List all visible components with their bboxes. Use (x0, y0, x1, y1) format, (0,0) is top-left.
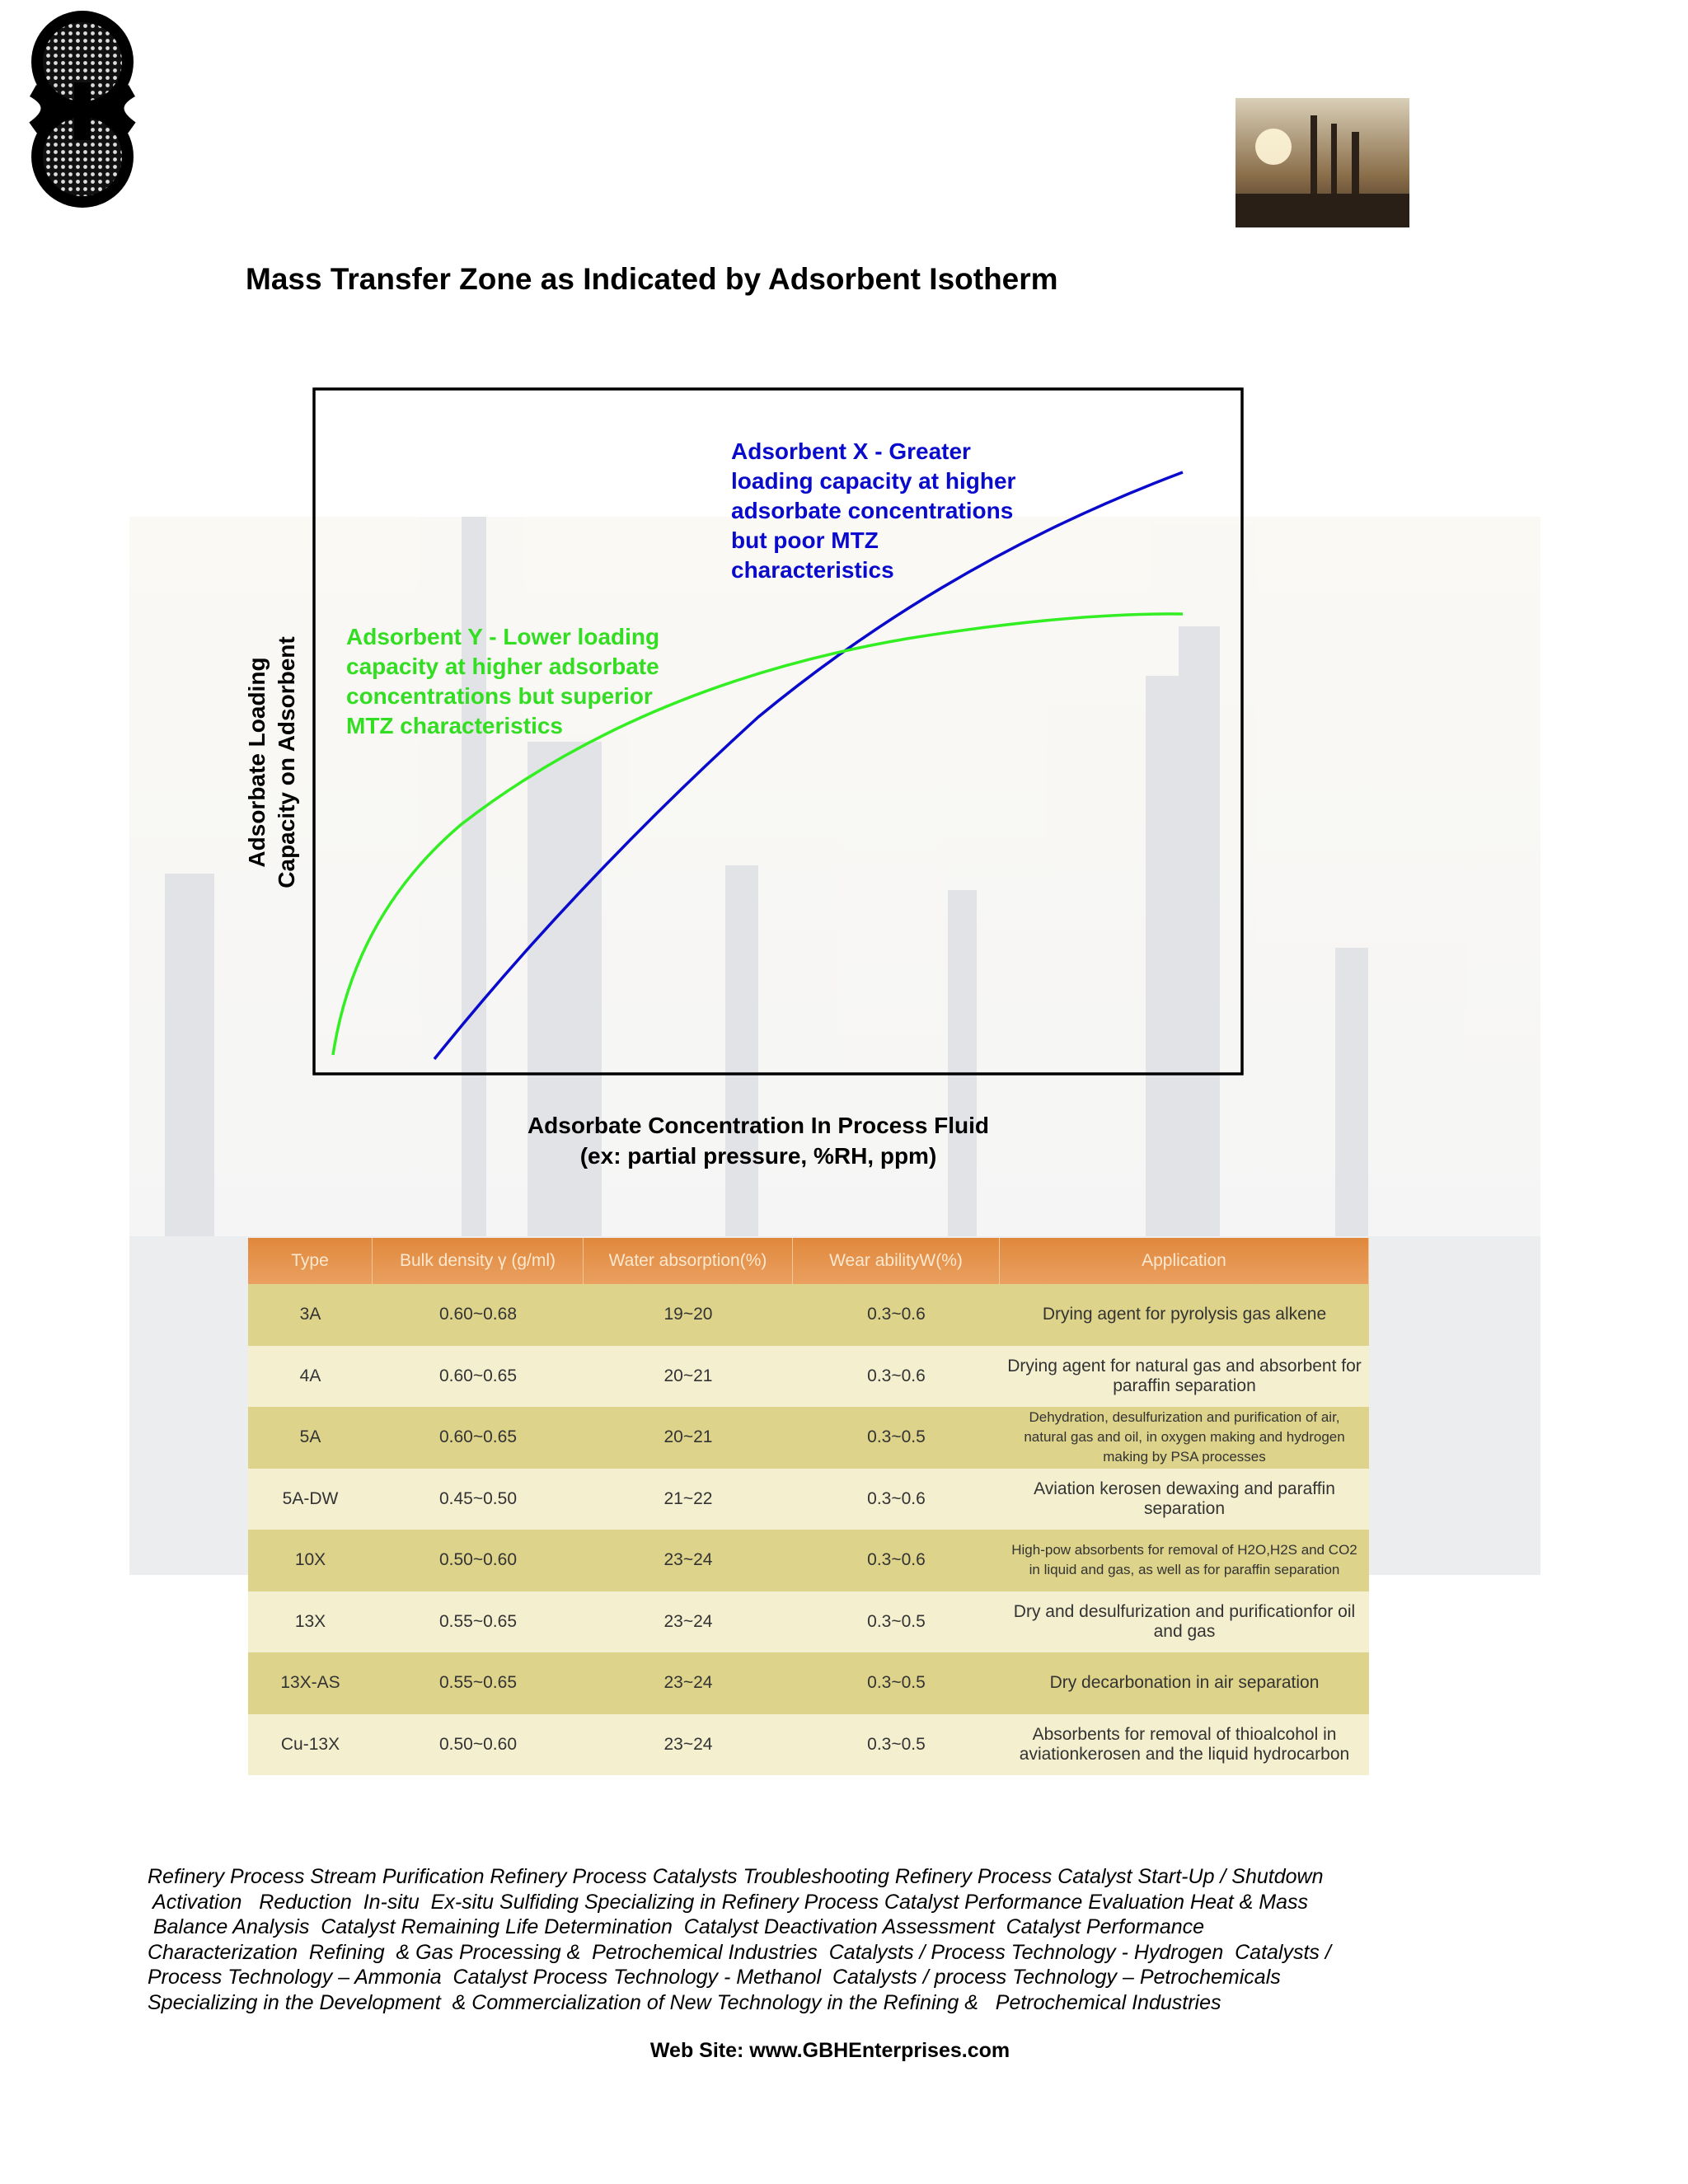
logo (29, 11, 136, 208)
table-row: 5A 0.60~0.65 20~21 0.3~0.5 Dehydration, desu… (248, 1407, 1369, 1469)
table-cell: 13X (294, 1611, 326, 1631)
header-cell: Application (1000, 1238, 1369, 1284)
table-row: 13X 0.55~0.65 23~24 0.3~0.5 Dry and desulfur… (248, 1591, 1369, 1652)
table-row: 13X-AS 0.55~0.65 23~24 0.3~0.5 Dry decarbona… (248, 1652, 1369, 1714)
table-cell: Absorbents for removal of thioalcohol in… (1019, 1724, 1350, 1764)
table-cell: Drying agent for pyrolysis gas alkene (1042, 1305, 1327, 1324)
table-cell: Dry decarbonation in air separation (1049, 1673, 1320, 1693)
table-cell: 20~21 (663, 1366, 713, 1385)
table-row: 5A-DW 0.45~0.50 21~22 0.3~0.6 Aviation keros… (248, 1468, 1369, 1530)
table-cell: 5A-DW (282, 1488, 339, 1508)
table-cell: 0.60~0.68 (438, 1305, 517, 1324)
table-cell: 0.3~0.5 (867, 1673, 926, 1693)
text-line: but poor MTZ (731, 527, 879, 553)
table-row: 4A 0.60~0.65 20~21 0.3~0.6 Drying agent for … (248, 1345, 1369, 1407)
text-line: loading capacity at higher (731, 468, 1016, 494)
header-cell: Type (248, 1238, 373, 1284)
footer: Refinery Process Stream Purification Ref… (148, 1864, 1331, 2015)
table-cell: 23~24 (663, 1550, 713, 1570)
table-cell: 23~24 (663, 1611, 713, 1631)
table-cell: 23~24 (663, 1734, 713, 1754)
table-cell: Cu-13X (280, 1734, 340, 1754)
text-line: Adsorbent X - Greater (731, 438, 971, 464)
table-cell: Aviation kerosen dewaxing and paraffin s… (1034, 1479, 1335, 1518)
table-cell: Dehydration, desulfurization and purific… (1024, 1409, 1345, 1465)
table-row: 10X 0.50~0.60 23~24 0.3~0.6 High-pow absorbe… (248, 1530, 1369, 1591)
table-cell: 23~24 (663, 1673, 713, 1693)
text-line: (ex: partial pressure, %RH, ppm) (579, 1143, 937, 1169)
text-line: concentrations but superior (346, 683, 653, 709)
website: Web Site: www.GBHEnterprises.com (649, 2039, 1010, 2062)
table-cell: Dry and desulfurization and purification… (1013, 1601, 1356, 1641)
text-line: characteristics (731, 557, 894, 583)
table-cell: 19~20 (663, 1305, 713, 1324)
x-axis-label: Adsorbate Concentration In Process Fluid… (412, 1110, 1104, 1171)
table-cell: Drying agent for natural gas and absorbe… (1007, 1356, 1362, 1395)
text-line: Specializing in the Development & Commer… (148, 1990, 1221, 2014)
table-cell: 0.3~0.5 (867, 1427, 926, 1447)
table: Type Bulk density γ (g/ml) Water absorptio… (248, 1238, 1369, 1775)
table-cell: 21~22 (663, 1488, 713, 1508)
table-cell: 0.50~0.60 (438, 1550, 517, 1570)
annotation: Adsorbent X - Greater loading capacity at… (731, 437, 1015, 585)
table-cell: 5A (299, 1427, 321, 1447)
table-cell: 0.3~0.6 (867, 1366, 926, 1385)
curve-adsorbent-y (331, 612, 1184, 1056)
header-row: Type Bulk density γ (g/ml) Water absorptio… (248, 1238, 1369, 1284)
table-cell: 0.55~0.65 (438, 1673, 517, 1693)
chart-frame (312, 387, 1244, 1076)
text-line: Activation Reduction In-situ Ex-situ Sul… (148, 1890, 1309, 1914)
table-cell: 4A (299, 1366, 321, 1385)
header-cell: Water absorption(%) (584, 1238, 793, 1284)
table-row: 3A 0.60~0.68 19~20 0.3~0.6 Drying agent for … (248, 1284, 1369, 1346)
text-line: capacity at higher adsorbate (346, 654, 659, 679)
text-line: Process Technology – Ammonia Catalyst Pr… (148, 1966, 1281, 1989)
photo (1236, 98, 1409, 227)
curve-adsorbent-x (433, 471, 1184, 1061)
table-cell: 20~21 (663, 1427, 713, 1447)
text-line: Capacity on Adsorbent (274, 636, 299, 888)
text-line: Adsorbent Y - Lower loading (346, 624, 660, 649)
table-cell: 0.50~0.60 (438, 1734, 517, 1754)
text-line: Adsorbate Loading (244, 657, 270, 868)
table-cell: 3A (299, 1305, 321, 1324)
table-cell: 10X (294, 1550, 326, 1570)
header-cell: Wear abilityW(%) (793, 1238, 1000, 1284)
table-cell: 0.60~0.65 (438, 1427, 517, 1447)
table-cell: 0.3~0.6 (867, 1305, 926, 1324)
table-cell: 0.45~0.50 (438, 1488, 517, 1508)
table-cell: 0.3~0.6 (867, 1488, 926, 1508)
text-line: Refinery Process Stream Purification Ref… (148, 1865, 1324, 1888)
table-cell: 0.60~0.65 (438, 1366, 517, 1385)
text-line: Characterization Refining & Gas Processi… (148, 1940, 1331, 1964)
table-cell: 0.3~0.6 (867, 1550, 926, 1570)
table-cell: 0.3~0.5 (867, 1734, 926, 1754)
table-cell: 0.3~0.5 (867, 1611, 926, 1631)
text-line: adsorbate concentrations (731, 498, 1014, 523)
table-row: Cu-13X 0.50~0.60 23~24 0.3~0.5 Absorbents fo… (248, 1713, 1369, 1775)
title: Mass Transfer Zone as Indicated by Adsor… (246, 262, 1058, 296)
text-line: Adsorbate Concentration In Process Fluid (527, 1113, 990, 1138)
annotation: Adsorbent Y - Lower loading capacity at h… (346, 622, 659, 741)
table-cell: 13X-AS (280, 1673, 340, 1693)
text-line: Balance Analysis Catalyst Remaining Life… (148, 1915, 1205, 1938)
table-cell: 0.55~0.65 (438, 1611, 517, 1631)
y-axis-label-text: Adsorbate Loading Capacity on Adsorbent (242, 636, 302, 888)
table-cell: High-pow absorbents for removal of H2O,H… (1011, 1542, 1357, 1578)
text-line: MTZ characteristics (346, 713, 563, 738)
header-cell: Bulk density γ (g/ml) (373, 1238, 584, 1284)
